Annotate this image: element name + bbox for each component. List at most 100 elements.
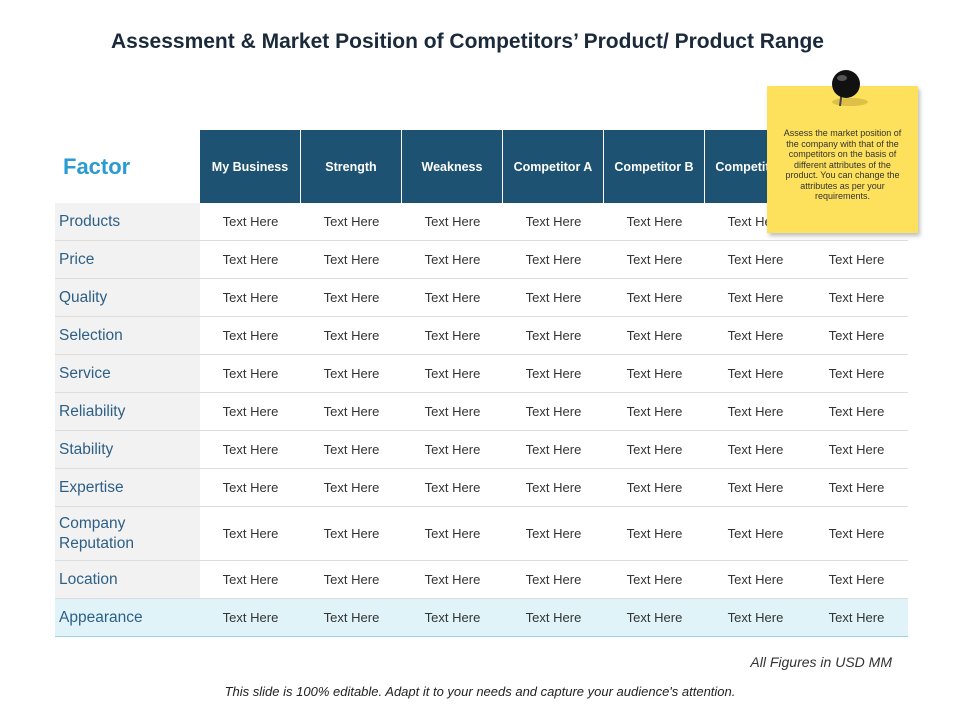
column-header: Competitor B: [604, 130, 704, 203]
table-cell: Text Here: [626, 526, 683, 541]
pin: [832, 70, 868, 107]
table-row: Company Reputation Text Here Text Here Text…: [55, 507, 908, 561]
footer: This slide is 100% editable. Adapt it to…: [224, 684, 736, 699]
table-cell: Text Here: [222, 572, 279, 587]
table-cell: Text Here: [424, 214, 481, 229]
table-cell: Text Here: [626, 214, 683, 229]
factor-label: Quality: [55, 279, 200, 316]
table-cell: Text Here: [222, 480, 279, 495]
table-row: Service Text Here Text Here Text Here Text H…: [55, 355, 908, 393]
table-cell: Text Here: [222, 252, 279, 267]
table-cell: Text Here: [727, 328, 784, 343]
table-cell: Text Here: [727, 572, 784, 587]
table-cell: Text Here: [323, 480, 380, 495]
table-cell: Text Here: [424, 404, 481, 419]
factor-label: Stability: [55, 431, 200, 468]
table-cell: Text Here: [727, 290, 784, 305]
table-cell: Text Here: [828, 252, 885, 267]
table-cell: Text Here: [525, 480, 582, 495]
table-cell: Text Here: [626, 442, 683, 457]
table-cell: Text Here: [323, 328, 380, 343]
table-cell: Text Here: [424, 366, 481, 381]
factor-label: Products: [55, 203, 200, 240]
table-cell: Text Here: [222, 526, 279, 541]
table-cell: Text Here: [727, 480, 784, 495]
table-cell: Text Here: [222, 404, 279, 419]
table-cell: Text Here: [525, 214, 582, 229]
table-cell: Text Here: [222, 214, 279, 229]
table-cell: Text Here: [424, 328, 481, 343]
table-cell: Text Here: [828, 526, 885, 541]
table-cell: Text Here: [727, 366, 784, 381]
table: Factor My Business Strength Weakness Compet…: [55, 130, 908, 637]
factor-label: Company Reputation: [55, 507, 200, 560]
table-cell: Text Here: [323, 252, 380, 267]
sticky-note: Assess the market position of the compan…: [767, 86, 918, 233]
table-cell: Text Here: [727, 526, 784, 541]
table-cell: Text Here: [323, 404, 380, 419]
factor-label: Service: [55, 355, 200, 392]
factor-label: Reliability: [55, 393, 200, 430]
table-cell: Text Here: [525, 610, 582, 625]
table-cell: Text Here: [626, 252, 683, 267]
table-cell: Text Here: [626, 290, 683, 305]
table-row: Expertise Text Here Text Here Text Here Text…: [55, 469, 908, 507]
table-cell: Text Here: [222, 290, 279, 305]
title: Assessment & Market Position of Competit…: [111, 30, 824, 53]
table-cell: Text Here: [424, 526, 481, 541]
table-cell: Text Here: [525, 526, 582, 541]
corner: Factor: [63, 153, 131, 179]
table-row: Price Text Here Text Here Text Here Text Her…: [55, 241, 908, 279]
table-cell: Text Here: [626, 366, 683, 381]
table-cell: Text Here: [222, 366, 279, 381]
table-cell: Text Here: [626, 610, 683, 625]
column-header: Weakness: [402, 130, 502, 203]
table-cell: Text Here: [828, 610, 885, 625]
table-cell: Text Here: [727, 610, 784, 625]
table-cell: Text Here: [424, 480, 481, 495]
table-cell: Text Here: [424, 252, 481, 267]
table-row: Appearance Text Here Text Here Text Here Tex…: [55, 599, 908, 637]
table-cell: Text Here: [323, 214, 380, 229]
table-cell: Text Here: [828, 480, 885, 495]
table-cell: Text Here: [424, 610, 481, 625]
table-cell: Text Here: [424, 572, 481, 587]
table-cell: Text Here: [222, 610, 279, 625]
table-cell: Text Here: [828, 366, 885, 381]
table-cell: Text Here: [424, 442, 481, 457]
table-cell: Text Here: [525, 572, 582, 587]
table-cell: Text Here: [323, 572, 380, 587]
factor-label: Location: [55, 561, 200, 598]
table-row: Reliability Text Here Text Here Text Here Te…: [55, 393, 908, 431]
table-cell: Text Here: [525, 442, 582, 457]
table-cell: Text Here: [222, 442, 279, 457]
table-cell: Text Here: [727, 404, 784, 419]
table-row: Stability Text Here Text Here Text Here Text…: [55, 431, 908, 469]
column-header: My Business: [200, 130, 300, 203]
table-cell: Text Here: [828, 572, 885, 587]
table-cell: Text Here: [323, 366, 380, 381]
table-cell: Text Here: [525, 252, 582, 267]
table-cell: Text Here: [626, 480, 683, 495]
table-cell: Text Here: [424, 290, 481, 305]
table-cell: Text Here: [828, 404, 885, 419]
table-cell: Text Here: [222, 328, 279, 343]
table-row: Selection Text Here Text Here Text Here Text…: [55, 317, 908, 355]
factor-label: Price: [55, 241, 200, 278]
table-cell: Text Here: [828, 442, 885, 457]
table-row: Location Text Here Text Here Text Here Text …: [55, 561, 908, 599]
table-cell: Text Here: [626, 404, 683, 419]
table-cell: Text Here: [727, 252, 784, 267]
factor-label: Appearance: [59, 608, 143, 626]
table-cell: Text Here: [626, 328, 683, 343]
table-cell: Text Here: [525, 290, 582, 305]
table-cell: Text Here: [525, 404, 582, 419]
table-row: Quality Text Here Text Here Text Here Text H…: [55, 279, 908, 317]
table-cell: Text Here: [525, 328, 582, 343]
table-cell: Text Here: [727, 442, 784, 457]
table-cell: Text Here: [828, 290, 885, 305]
table-cell: Text Here: [323, 526, 380, 541]
units-note: All Figures in USD MM: [750, 654, 892, 670]
table-cell: Text Here: [525, 366, 582, 381]
column-header: Competitor A: [503, 130, 603, 203]
